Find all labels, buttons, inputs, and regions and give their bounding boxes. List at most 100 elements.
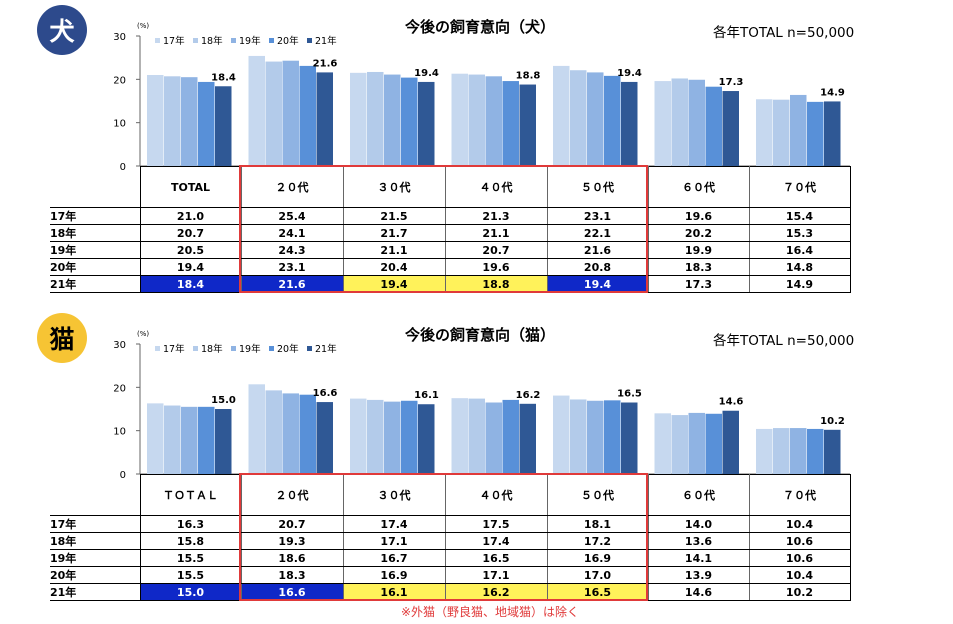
bar-21年-5: [722, 410, 739, 474]
bar-18年-5: [671, 78, 688, 166]
table-cell: 21.6: [547, 241, 649, 259]
column-header: ３０代: [343, 474, 446, 516]
row-label: 21年: [50, 275, 140, 293]
bar-18年-1: [265, 61, 282, 166]
bar-17年-2: [350, 398, 367, 474]
row-label: 21年: [50, 583, 140, 601]
table-row: 18年 20.7 24.1 21.7 21.1 22.1 20.2 15.3: [50, 224, 851, 242]
bar-18年-4: [570, 399, 587, 474]
table-cell: 19.4: [139, 258, 242, 276]
data-label-21: 16.1: [414, 390, 439, 401]
column-header: ７０代: [749, 166, 851, 208]
dog-sample-note: 各年TOTAL n=50,000: [713, 25, 855, 41]
table-row: 19年 15.5 18.6 16.7 16.5 16.9 14.1 10.6: [50, 549, 851, 567]
table-row: 19年 20.5 24.3 21.1 20.7 21.6 19.9 16.4: [50, 241, 851, 259]
bar-19年-6: [790, 428, 807, 474]
bar-21年-5: [722, 91, 739, 166]
column-header: ３０代: [343, 166, 446, 208]
cat-highlight-box: [239, 473, 648, 601]
bar-19年-1: [282, 393, 299, 474]
table-cell: 16.2: [445, 583, 548, 601]
bar-21年-3: [519, 84, 536, 166]
bar-20年-0: [198, 81, 215, 166]
table-cell: 14.6: [648, 583, 750, 601]
row-label: 17年: [50, 515, 140, 533]
table-row: 18年 15.8 19.3 17.1 17.4 17.2 13.6 10.6: [50, 532, 851, 550]
legend-swatch: [231, 346, 236, 351]
table-cell: 16.9: [343, 566, 446, 584]
bar-20年-4: [604, 75, 621, 166]
column-header: TOTAL: [139, 166, 242, 208]
bar-21年-2: [418, 404, 435, 474]
row-label: 20年: [50, 566, 140, 584]
column-header: ＴＯＴＡＬ: [139, 474, 242, 516]
bar-20年-1: [299, 65, 316, 166]
bar-17年-3: [451, 73, 468, 166]
data-label-21: 16.6: [313, 388, 338, 399]
table-cell: 14.8: [749, 258, 851, 276]
column-header: ４０代: [445, 166, 548, 208]
legend-label: 17年: [163, 343, 185, 355]
table-corner: [50, 474, 140, 516]
table-cell: 15.5: [139, 549, 242, 567]
cat-bar-chart: 30 20 10 0 (%) 15.0 16.6 16.1 16.2 16.5 14.6 10.2 17…: [113, 330, 850, 478]
y-tick-label: 20: [113, 383, 126, 394]
table-cell: 20.7: [241, 515, 344, 533]
bar-17年-1: [248, 55, 265, 166]
bar-18年-3: [468, 74, 485, 166]
bar-17年-6: [756, 99, 773, 166]
legend-label: 18年: [201, 343, 223, 355]
legend-label: 19年: [239, 343, 261, 355]
table-cell: 15.5: [139, 566, 242, 584]
bar-19年-0: [181, 406, 198, 474]
table-cell: 17.2: [547, 532, 649, 550]
table-cell: 25.4: [241, 207, 344, 225]
column-header: ６０代: [648, 166, 750, 208]
table-cell: 19.6: [648, 207, 750, 225]
legend-swatch: [269, 346, 274, 351]
table-row: 20年 15.5 18.3 16.9 17.1 17.0 13.9 10.4: [50, 566, 851, 584]
bar-21年-6: [824, 101, 841, 166]
table-cell: 16.1: [343, 583, 446, 601]
table-cell: 24.1: [241, 224, 344, 242]
table-cell: 16.3: [139, 515, 242, 533]
table-row: 17年 16.3 20.7 17.4 17.5 18.1 14.0 10.4: [50, 515, 851, 533]
bar-21年-0: [215, 409, 232, 474]
data-label-21: 21.6: [313, 58, 338, 69]
table-row: 17年 21.0 25.4 21.5 21.3 23.1 19.6 15.4: [50, 207, 851, 225]
legend-label: 20年: [277, 35, 299, 47]
table-cell: 18.3: [648, 258, 750, 276]
data-label-21: 10.2: [820, 416, 845, 427]
bar-21年-6: [824, 429, 841, 474]
table-cell: 18.1: [547, 515, 649, 533]
bar-20年-2: [401, 400, 418, 474]
cat-sample-note: 各年TOTAL n=50,000: [713, 333, 855, 349]
bar-21年-4: [621, 81, 638, 166]
bar-20年-0: [198, 406, 215, 474]
bar-17年-0: [147, 403, 164, 474]
table-cell: 10.4: [749, 566, 851, 584]
y-tick-label: 0: [120, 470, 126, 478]
table-header-row: TOTAL ２０代 ３０代 ４０代 ５０代 ６０代 ７０代: [50, 166, 851, 208]
table-cell: 19.3: [241, 532, 344, 550]
row-label: 17年: [50, 207, 140, 225]
dog-badge: 犬: [37, 5, 87, 55]
row-label: 18年: [50, 532, 140, 550]
bar-19年-5: [688, 79, 705, 166]
legend-swatch: [193, 346, 198, 351]
table-cell: 10.2: [749, 583, 851, 601]
table-cell: 15.0: [139, 583, 242, 601]
table-cell: 18.8: [445, 275, 548, 293]
column-header: ４０代: [445, 474, 548, 516]
column-header: ２０代: [241, 166, 344, 208]
legend-swatch: [155, 38, 160, 43]
cat-data-table: ＴＯＴＡＬ ２０代 ３０代 ４０代 ５０代 ６０代 ７０代 17年 16.3 20.7 17.4 17…: [50, 474, 851, 601]
table-corner: [50, 166, 140, 208]
table-cell: 17.1: [445, 566, 548, 584]
y-tick-label: 30: [113, 32, 126, 43]
table-cell: 16.7: [343, 549, 446, 567]
table-cell: 17.1: [343, 532, 446, 550]
bar-19年-1: [282, 60, 299, 167]
y-tick-label: 10: [113, 427, 126, 438]
table-cell: 13.9: [648, 566, 750, 584]
